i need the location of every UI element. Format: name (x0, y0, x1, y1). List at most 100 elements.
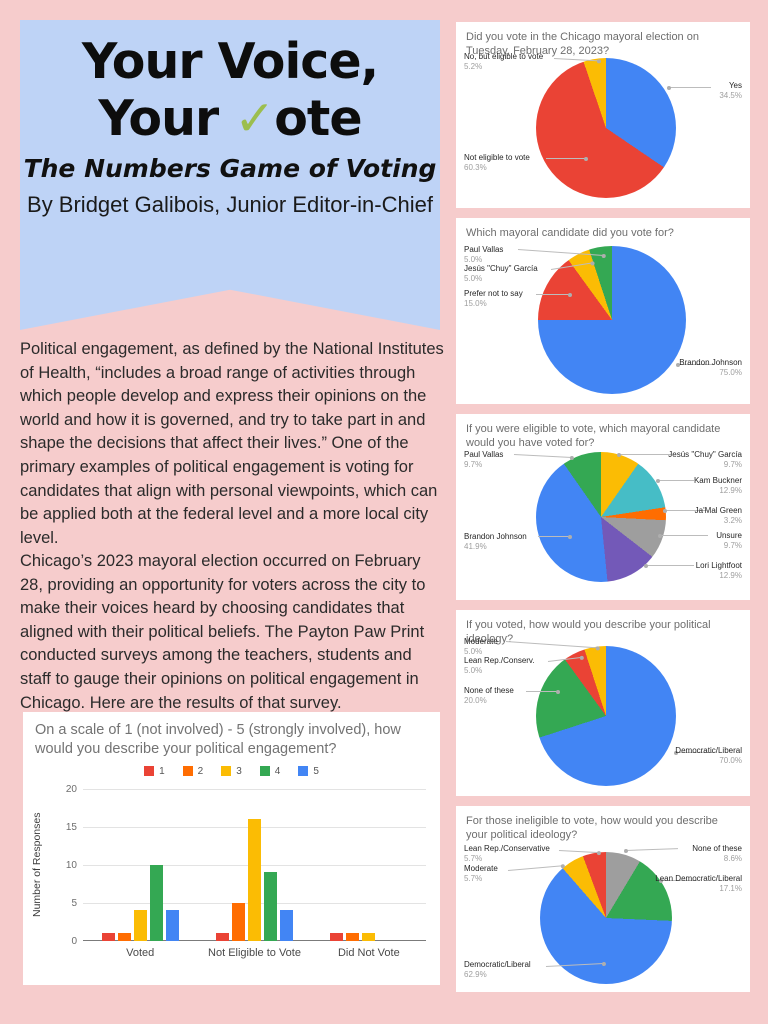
title-banner: Your Voice, Your ✓ote The Numbers Game o… (20, 20, 440, 330)
bar-group-did-not-vote (312, 789, 426, 941)
gridline (83, 788, 426, 790)
title-line2-post: ote (274, 89, 362, 147)
bar-chart-card: On a scale of 1 (not involved) - 5 (stro… (23, 712, 440, 985)
pie-callout: Unsure 9.7% (716, 531, 742, 550)
intro-paragraph: Political engagement, as defined by the … (20, 340, 444, 547)
bar (165, 910, 179, 941)
bar (117, 933, 131, 941)
pie-title: If you were eligible to vote, which mayo… (466, 423, 721, 450)
leader-line (546, 156, 588, 161)
pie-callout: Democratic/Liberal 62.9% (464, 960, 531, 979)
bar-chart-legend: 1 2 3 4 5 (23, 766, 440, 777)
y-tick: 0 (71, 935, 77, 947)
pie-chart (538, 246, 686, 394)
bar (231, 902, 245, 941)
legend-item: 1 (144, 766, 165, 777)
bar-plot-area: Number of Responses 20 15 10 5 0 (31, 784, 426, 947)
bar (133, 910, 147, 941)
leader-line (656, 478, 694, 483)
bar (263, 872, 277, 941)
legend-chip (259, 766, 270, 777)
bar-groups (83, 789, 426, 941)
pie-callout: Paul Vallas 9.7% (464, 450, 504, 469)
checkmark-icon: ✓ (234, 89, 275, 147)
y-tick: 15 (65, 821, 77, 833)
pie-chart (536, 452, 666, 582)
leader-line (667, 85, 711, 90)
pie-callout: Jesús "Chuy" García 5.0% (464, 264, 538, 283)
pie-callout: Moderate 5.7% (464, 864, 498, 883)
bar (346, 933, 360, 941)
bar-group-voted (83, 789, 197, 941)
legend-chip (144, 766, 155, 777)
leader-line (676, 362, 714, 367)
bar-group-not-eligible (197, 789, 311, 941)
leader-line (507, 865, 563, 871)
pie-chart (536, 646, 676, 786)
pie-callout: Kam Buckner 12.9% (693, 476, 742, 495)
legend-item: 3 (221, 766, 242, 777)
bar (101, 933, 115, 941)
x-category-labels: Voted Not Eligible to Vote Did Not Vote (83, 947, 426, 959)
pie-card-ineligible-ideology: For those ineligible to vote, how would … (456, 806, 750, 992)
pie-callout: None of these 20.0% (464, 686, 514, 705)
title-line1: Your Voice, (81, 33, 379, 90)
page-title: Your Voice, Your ✓ote (20, 33, 440, 148)
title-line2-pre: Your (98, 89, 235, 147)
pie-callout: Yes 34.5% (719, 81, 742, 100)
pie-title: For those ineligible to vote, how would … (466, 815, 718, 842)
leader-line (625, 848, 678, 851)
legend-item: 5 (298, 766, 319, 777)
pie-callout: Lori Lightfoot 12.9% (695, 561, 742, 580)
leader-line (617, 452, 671, 457)
pie-callout: Brandon Johnson 75.0% (679, 358, 742, 377)
pie-callout: Paul Vallas 5.0% (464, 245, 504, 264)
leader-line (526, 689, 560, 694)
leader-line (674, 750, 714, 755)
leader-line (644, 563, 694, 568)
legend-item: 2 (182, 766, 203, 777)
x-category-label: Voted (126, 946, 155, 959)
pie-card-would-have-voted-for: If you were eligible to vote, which mayo… (456, 414, 750, 600)
bar (279, 910, 293, 941)
bar (247, 819, 261, 941)
survey-paragraph: Chicago’s 2023 mayoral election occurred… (20, 552, 426, 712)
pie-callout: No, but eligible to vote 5.2% (464, 52, 544, 71)
bar (215, 933, 229, 941)
pie-callout: Moderate 5.0% (464, 637, 498, 656)
leader-line (538, 534, 572, 539)
bar (362, 933, 376, 941)
leader-line (558, 850, 599, 854)
leader-line (658, 533, 708, 538)
legend-chip (182, 766, 193, 777)
x-category-label: Not Eligible to Vote (208, 946, 301, 959)
leader-line (536, 292, 572, 297)
pie-callout: Lean Democratic/Liberal 17.1% (655, 874, 742, 893)
pie-callout: Democratic/Liberal 70.0% (675, 746, 742, 765)
subtitle: The Numbers Game of Voting (23, 153, 437, 183)
bar-chart-title: On a scale of 1 (not involved) - 5 (stro… (35, 722, 401, 757)
bar (330, 933, 344, 941)
y-axis-label: Number of Responses (31, 812, 43, 917)
pie-callout: Prefer not to say 15.0% (464, 289, 523, 308)
leader-line (513, 454, 572, 459)
y-tick: 5 (71, 897, 77, 909)
pie-callout: Brandon Johnson 41.9% (464, 532, 527, 551)
leader-line (663, 508, 707, 513)
pie-card-voted-ideology: If you voted, how would you describe you… (456, 610, 750, 796)
pie-title: Which mayoral candidate did you vote for… (466, 227, 674, 239)
pie-chart (540, 852, 672, 984)
legend-chip (221, 766, 232, 777)
y-tick: 20 (65, 783, 77, 795)
pie-callout: Jesús "Chuy" García 9.7% (668, 450, 742, 469)
leader-line (659, 878, 697, 883)
legend-item: 4 (259, 766, 280, 777)
pie-callout: Lean Rep./Conservative 5.7% (464, 844, 550, 863)
pie-title: If you voted, how would you describe you… (466, 619, 711, 646)
y-tick: 10 (65, 859, 77, 871)
pie-callout: Lean Rep./Conserv. 5.0% (464, 656, 535, 675)
pie-title: Did you vote in the Chicago mayoral elec… (466, 31, 699, 58)
byline: By Bridget Galibois, Junior Editor-in-Ch… (27, 191, 433, 217)
bar (149, 864, 163, 941)
